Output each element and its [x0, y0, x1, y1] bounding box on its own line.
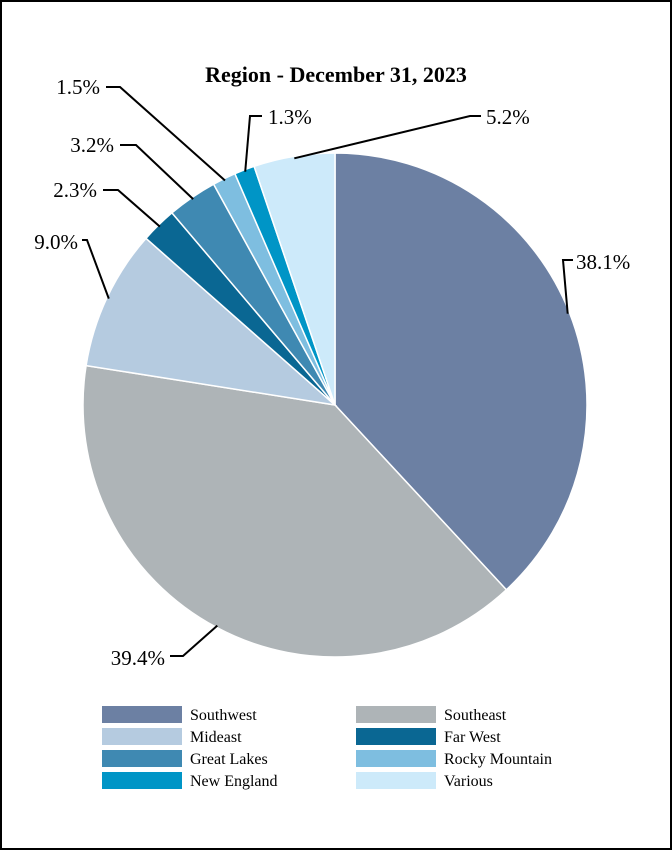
leader-line-southeast — [170, 624, 218, 657]
slice-label-new-england: 1.3% — [268, 105, 312, 129]
legend-label-mideast: Mideast — [190, 729, 242, 746]
slice-label-far-west: 2.3% — [53, 178, 97, 202]
pie-slice-southwest — [334, 152, 588, 591]
slice-label-rocky-mountain: 1.5% — [56, 75, 100, 99]
legend-swatch-various — [356, 772, 436, 789]
leader-line-various — [294, 115, 481, 160]
slice-label-mideast: 9.0% — [34, 230, 78, 254]
leader-lines — [82, 86, 573, 657]
legend-swatch-great-lakes — [102, 750, 182, 767]
legend-label-rocky-mountain: Rocky Mountain — [444, 751, 552, 768]
leader-line-mideast — [82, 239, 110, 299]
leader-line-new-england — [244, 115, 262, 172]
slice-label-southeast: 39.4% — [111, 646, 165, 670]
slice-label-various: 5.2% — [486, 105, 530, 129]
legend: Southwest Southeast Mideast Far West Great L… — [102, 706, 552, 790]
legend-label-great-lakes: Great Lakes — [190, 751, 268, 768]
legend-label-far-west: Far West — [444, 729, 501, 746]
legend-label-new-england: New England — [190, 773, 278, 790]
slice-labels: 38.1% 39.4% 9.0% 2.3% 3.2% 1.5% 1.3% 5.2% — [34, 75, 630, 670]
leader-line-far-west — [103, 189, 161, 228]
legend-label-southeast: Southeast — [444, 707, 507, 724]
pie-slice-mideast — [85, 237, 338, 407]
legend-swatch-southeast — [356, 706, 436, 723]
legend-label-southwest: Southwest — [190, 707, 257, 724]
legend-swatch-new-england — [102, 772, 182, 789]
pie-slice-various — [253, 152, 336, 406]
legend-label-various: Various — [444, 773, 493, 790]
legend-swatch-rocky-mountain — [356, 750, 436, 767]
legend-swatch-far-west — [356, 728, 436, 745]
pie-slices — [82, 152, 588, 658]
chart-title: Region - December 31, 2023 — [205, 62, 467, 87]
leader-line-rocky-mountain — [106, 86, 226, 182]
legend-swatch-mideast — [102, 728, 182, 745]
slice-label-great-lakes: 3.2% — [70, 133, 114, 157]
legend-swatch-southwest — [102, 706, 182, 723]
leader-line-great-lakes — [120, 144, 194, 200]
leader-line-southwest — [561, 259, 573, 314]
slice-label-southwest: 38.1% — [576, 250, 630, 274]
